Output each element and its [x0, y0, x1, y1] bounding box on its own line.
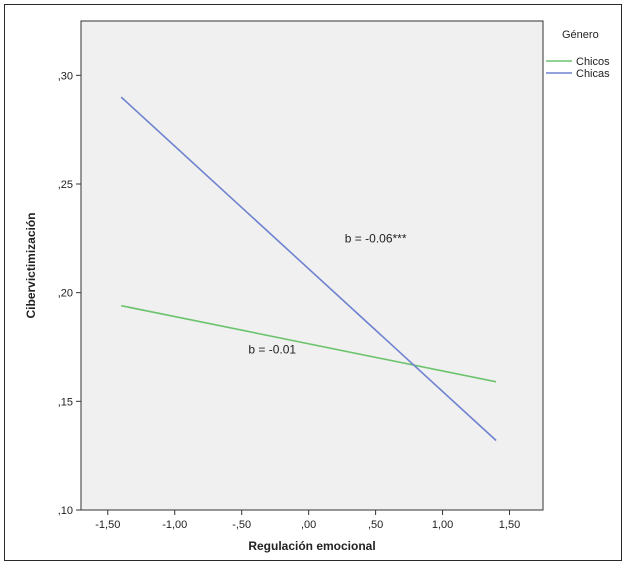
- series-line-chicas: [120, 96, 497, 442]
- x-tick-label: -1,00: [162, 519, 187, 531]
- series-line-chicos: [121, 304, 497, 383]
- x-tick-label: ,50: [368, 519, 383, 531]
- plot-area: [80, 20, 544, 511]
- axes: ,10 ,15 ,20 ,25 ,30 -1,50 -1,00 -,50 ,00 ,50 1,00 1…: [58, 70, 521, 531]
- chart-frame: ,10 ,15 ,20 ,25 ,30 -1,50 -1,00 -,50 ,00 ,50 1,00 1…: [4, 4, 622, 561]
- slope-annotation: b = -0.06***: [345, 232, 407, 246]
- series-lines: [120, 96, 497, 442]
- y-tick-label: ,15: [58, 396, 73, 408]
- x-tick-label: ,00: [301, 519, 316, 531]
- legend-label-chicas: Chicas: [576, 68, 610, 80]
- y-tick-label: ,25: [58, 179, 73, 191]
- x-tick-label: 1,50: [499, 519, 520, 531]
- chart-svg: ,10 ,15 ,20 ,25 ,30 -1,50 -1,00 -,50 ,00 ,50 1,00 1…: [24, 20, 610, 553]
- annotations: b = -0.06*** b = -0.01: [248, 232, 406, 357]
- y-tick-label: ,10: [58, 505, 73, 517]
- y-tick-label: ,20: [58, 288, 73, 300]
- x-tick-label: 1,00: [432, 519, 453, 531]
- x-tick-label: -,50: [232, 519, 251, 531]
- slope-annotation: b = -0.01: [248, 343, 296, 357]
- legend-title: Género: [562, 29, 599, 41]
- y-axis-title: Cibervictimización: [24, 212, 38, 318]
- x-axis-title: Regulación emocional: [248, 539, 375, 553]
- y-tick-label: ,30: [58, 70, 73, 82]
- legend-label-chicos: Chicos: [576, 56, 610, 68]
- x-tick-label: -1,50: [95, 519, 120, 531]
